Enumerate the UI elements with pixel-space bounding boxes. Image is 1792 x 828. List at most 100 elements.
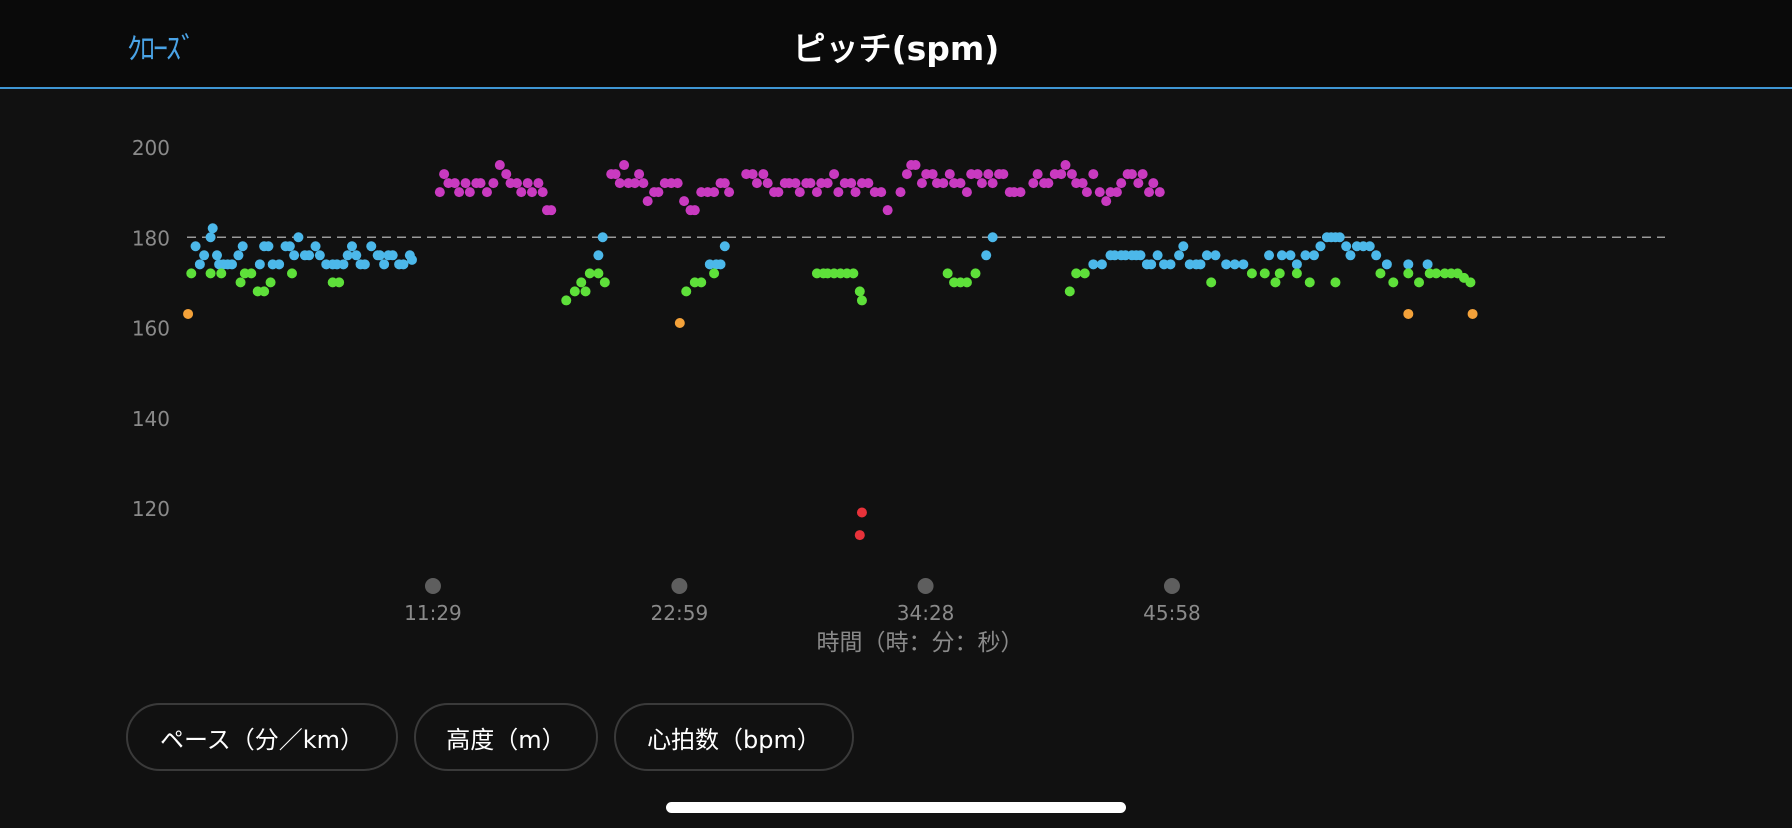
data-point-blue: [1174, 250, 1185, 261]
data-point-blue: [1229, 259, 1240, 270]
data-point-magenta: [863, 178, 874, 189]
data-point-green: [1206, 277, 1217, 288]
data-point-green: [186, 268, 197, 279]
data-point-green: [1291, 268, 1302, 279]
data-point-green: [235, 277, 246, 288]
data-point-blue: [1152, 250, 1163, 261]
data-point-magenta: [1133, 178, 1144, 189]
data-point-magenta: [464, 187, 475, 198]
data-point-green: [246, 268, 257, 279]
data-point-blue: [1264, 250, 1275, 261]
data-point-magenta: [653, 187, 664, 198]
data-point-magenta: [747, 169, 758, 180]
data-point-green: [1465, 277, 1476, 288]
data-point-blue: [233, 250, 244, 261]
data-point-magenta: [1056, 169, 1067, 180]
data-point-magenta: [481, 187, 492, 198]
data-point-magenta: [460, 178, 471, 189]
data-point-magenta: [488, 178, 499, 189]
data-point-red: [854, 530, 865, 541]
data-point-blue: [274, 259, 285, 270]
data-point-magenta: [494, 160, 505, 171]
data-point-magenta: [1148, 178, 1159, 189]
data-point-blue: [1364, 241, 1375, 252]
data-point-magenta: [719, 178, 730, 189]
data-point-blue: [1195, 259, 1206, 270]
data-point-magenta: [790, 178, 801, 189]
data-point-orange: [183, 308, 194, 319]
data-point-blue: [289, 250, 300, 261]
x-tick-marker: [424, 578, 441, 594]
data-point-green: [1414, 277, 1425, 288]
data-point-green: [259, 286, 270, 297]
data-point-blue: [1309, 250, 1320, 261]
data-point-green: [1375, 268, 1386, 279]
data-point-blue: [346, 241, 357, 252]
data-point-magenta: [805, 178, 816, 189]
data-point-blue: [359, 259, 370, 270]
data-point-green: [1071, 268, 1082, 279]
data-point-magenta: [642, 196, 653, 207]
data-point-blue: [981, 250, 992, 261]
data-point-green: [1330, 277, 1341, 288]
data-point-magenta: [1154, 187, 1165, 198]
data-point-blue: [398, 259, 409, 270]
data-point-magenta: [533, 178, 544, 189]
data-point-magenta: [976, 178, 987, 189]
data-point-magenta: [758, 169, 769, 180]
data-point-blue: [194, 259, 205, 270]
data-point-green: [286, 268, 297, 279]
data-point-green: [696, 277, 707, 288]
data-point-magenta: [1116, 178, 1127, 189]
home-indicator: [666, 802, 1126, 813]
data-point-blue: [1300, 250, 1311, 261]
data-point-magenta: [1126, 169, 1137, 180]
data-point-magenta: [449, 178, 460, 189]
data-point-red: [856, 507, 867, 518]
data-point-magenta: [998, 169, 1009, 180]
tab-altitude[interactable]: 高度（m）: [414, 703, 598, 771]
x-tick-label: 45:58: [1143, 601, 1201, 625]
data-point-magenta: [1077, 178, 1088, 189]
data-point-blue: [293, 232, 304, 243]
data-point-blue: [1341, 241, 1352, 252]
data-point-magenta: [672, 178, 683, 189]
close-button[interactable]: ｸﾛｰｽﾞ: [127, 32, 196, 67]
y-tick-label: 160: [132, 317, 170, 341]
data-point-blue: [1315, 241, 1326, 252]
data-point-green: [970, 268, 981, 279]
data-point-blue: [304, 250, 315, 261]
data-point-magenta: [1081, 187, 1092, 198]
data-point-magenta: [751, 178, 762, 189]
x-tick-label: 22:59: [651, 601, 709, 625]
data-point-blue: [987, 232, 998, 243]
data-point-magenta: [501, 169, 512, 180]
data-point-green: [1388, 277, 1399, 288]
data-point-green: [593, 268, 604, 279]
data-point-blue: [263, 241, 274, 252]
data-point-magenta: [944, 169, 955, 180]
data-point-magenta: [1094, 187, 1105, 198]
data-point-magenta: [546, 205, 557, 216]
data-point-green: [584, 268, 595, 279]
data-point-blue: [593, 250, 604, 261]
y-tick-label: 180: [132, 226, 170, 250]
data-point-green: [205, 268, 216, 279]
data-point-blue: [1276, 250, 1287, 261]
tab-heart-rate[interactable]: 心拍数（bpm）: [614, 703, 854, 771]
data-point-blue: [366, 241, 377, 252]
data-point-blue: [719, 241, 730, 252]
data-point-magenta: [972, 169, 983, 180]
data-point-blue: [342, 250, 353, 261]
data-point-magenta: [724, 187, 735, 198]
data-point-magenta: [829, 169, 840, 180]
tab-pace[interactable]: ペース（分／km）: [126, 703, 398, 771]
data-point-magenta: [987, 178, 998, 189]
data-point-magenta: [773, 187, 784, 198]
data-point-magenta: [439, 169, 450, 180]
data-point-green: [1304, 277, 1315, 288]
pitch-scatter-chart: 120 140 160 180 200 11:29 22:59 34:28 45:58 時間（時：…: [132, 136, 1665, 656]
data-point-blue: [1285, 250, 1296, 261]
data-point-blue: [254, 259, 265, 270]
data-point-blue: [1165, 259, 1176, 270]
